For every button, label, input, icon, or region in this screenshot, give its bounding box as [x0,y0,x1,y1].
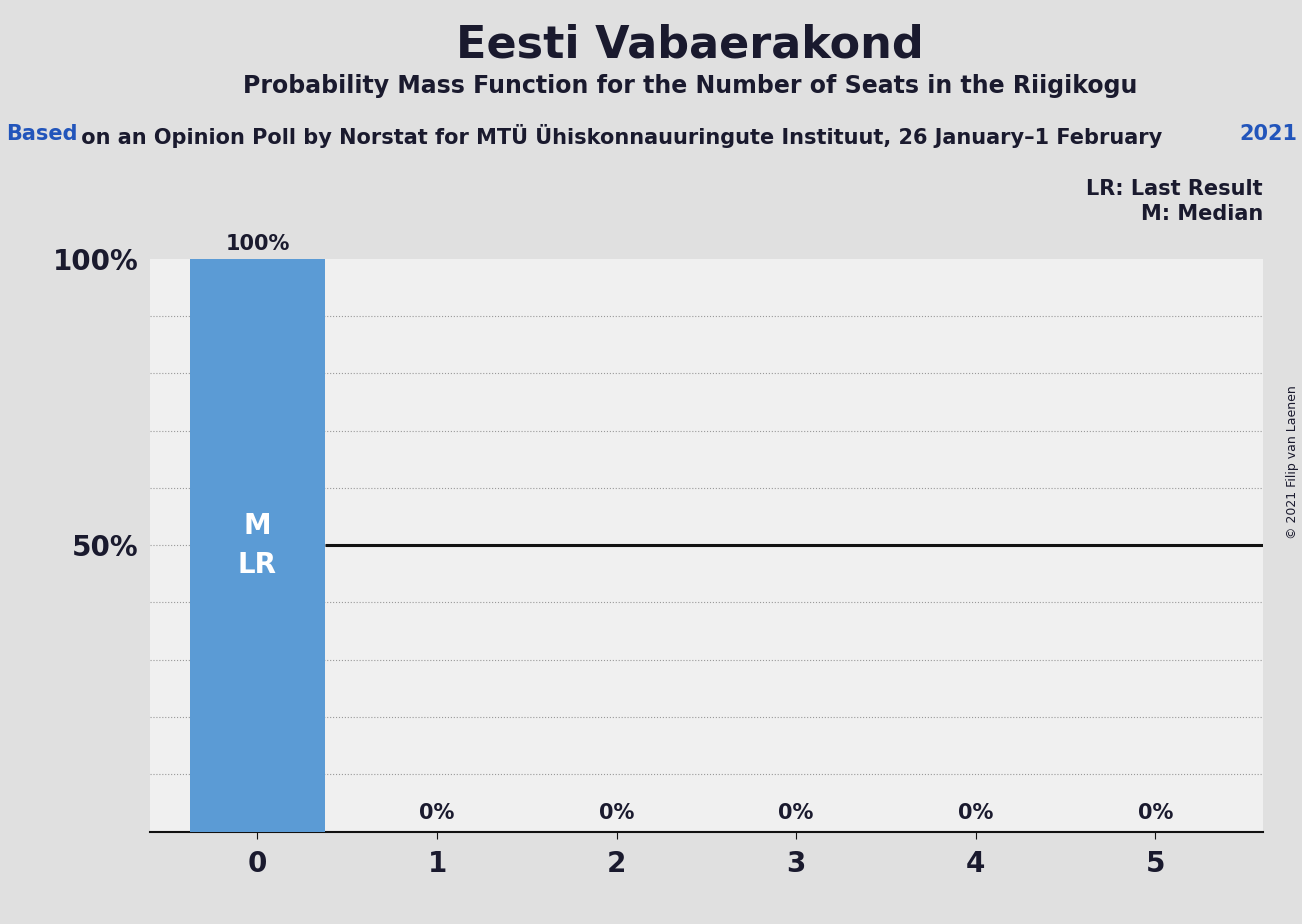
Text: 0%: 0% [1138,803,1173,823]
Text: on an Opinion Poll by Norstat for MTÜ Ühiskonnauuringute Instituut, 26 January–1: on an Opinion Poll by Norstat for MTÜ Üh… [74,124,1163,148]
Bar [190,259,324,832]
Text: 0%: 0% [599,803,634,823]
Text: M
LR: M LR [238,512,277,578]
Text: 2021: 2021 [1240,124,1298,144]
Text: © 2021 Filip van Laenen: © 2021 Filip van Laenen [1286,385,1299,539]
Text: 0%: 0% [779,803,814,823]
Text: Probability Mass Function for the Number of Seats in the Riigikogu: Probability Mass Function for the Number… [243,74,1137,98]
Text: 0%: 0% [419,803,454,823]
Text: 100%: 100% [225,234,289,254]
Text: Eesti Vabaerakond: Eesti Vabaerakond [456,23,924,67]
Text: 0%: 0% [958,803,993,823]
Text: M: Median: M: Median [1141,203,1263,224]
Text: Based: Based [7,124,78,144]
Text: LR: Last Result: LR: Last Result [1086,178,1263,199]
